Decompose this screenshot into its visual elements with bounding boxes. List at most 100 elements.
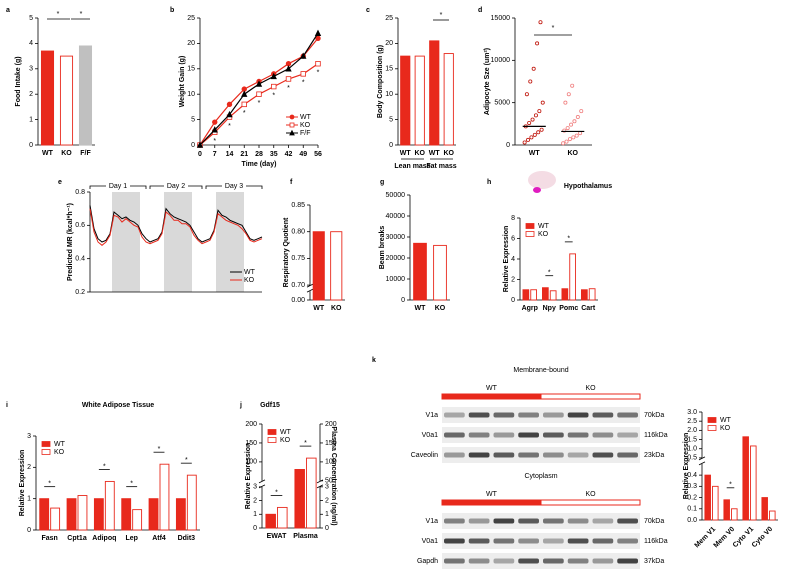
y-axis-label: Respiratory Quotient bbox=[283, 217, 290, 287]
legend-label: WT bbox=[280, 429, 292, 436]
bar bbox=[413, 242, 427, 301]
sig-star: * bbox=[213, 138, 216, 145]
blot-strip bbox=[442, 407, 640, 423]
y-tick-label: 150 bbox=[245, 440, 257, 447]
y-tick-label: 15000 bbox=[491, 15, 511, 22]
marker bbox=[314, 29, 322, 36]
bar bbox=[50, 507, 61, 531]
blot-band bbox=[592, 518, 614, 524]
sig-star: * bbox=[567, 236, 570, 243]
x-tick-label: KO bbox=[331, 305, 342, 312]
hypothalamus-icon bbox=[533, 187, 541, 193]
bar bbox=[78, 45, 93, 146]
x-tick-label: WT bbox=[529, 150, 541, 157]
panel-letter: a bbox=[6, 7, 10, 14]
data-point bbox=[531, 66, 536, 71]
y-tick-label: 1 bbox=[325, 511, 329, 518]
x-tick-label: WT bbox=[313, 305, 325, 312]
data-point bbox=[562, 128, 567, 133]
y-axis-label: Body Composition (g) bbox=[377, 45, 384, 118]
marker bbox=[300, 52, 307, 59]
sig-star: * bbox=[317, 70, 320, 77]
data-point bbox=[528, 79, 533, 84]
blot-group: WT bbox=[486, 385, 498, 392]
blot-band bbox=[518, 452, 539, 458]
y-tick-label: 25 bbox=[187, 15, 195, 22]
axis-break bbox=[258, 479, 266, 484]
sig-star: * bbox=[130, 481, 133, 488]
group-label: Fat mass bbox=[426, 163, 456, 170]
bar bbox=[306, 457, 317, 529]
x-tick-label: 56 bbox=[314, 151, 322, 158]
y-tick-label: 0 bbox=[191, 142, 195, 149]
blot-band bbox=[543, 432, 564, 438]
panel-letter: e bbox=[58, 179, 62, 186]
y-tick-label: 0 bbox=[389, 142, 393, 149]
y-axis-label: Weight Gain (g) bbox=[179, 56, 186, 108]
y-tick-label: 0.70 bbox=[291, 282, 305, 289]
legend-label: KO bbox=[720, 425, 731, 432]
group-bar-wt bbox=[441, 499, 542, 506]
data-point bbox=[566, 92, 571, 97]
bar bbox=[294, 469, 305, 529]
legend-label: KO bbox=[300, 122, 311, 129]
y-tick-label: 0.5 bbox=[687, 455, 697, 462]
legend-label: KO bbox=[538, 231, 549, 238]
data-point bbox=[540, 100, 545, 105]
bar bbox=[121, 498, 132, 531]
blot-band bbox=[592, 558, 614, 564]
y-tick-label: 5 bbox=[389, 116, 393, 123]
y-tick-label: 40000 bbox=[386, 213, 406, 220]
bar bbox=[723, 499, 730, 521]
blot-band bbox=[567, 452, 589, 458]
blot-band bbox=[567, 538, 589, 544]
y-tick-label: 0.00 bbox=[291, 297, 305, 304]
blot-band bbox=[617, 558, 638, 564]
x-tick-label: KO bbox=[568, 150, 579, 157]
y-axis-label: Beam breaks bbox=[379, 226, 386, 270]
bar bbox=[769, 510, 776, 521]
x-tick-label: KO bbox=[444, 150, 455, 157]
blot-band bbox=[543, 538, 564, 544]
legend-label: WT bbox=[538, 223, 550, 230]
y-tick-label: 20000 bbox=[386, 255, 406, 262]
blot-size-label: 23kDa bbox=[644, 452, 664, 459]
y-axis-label: Predicted MR (kcal*h⁻¹) bbox=[67, 203, 74, 281]
legend-swatch bbox=[525, 223, 535, 229]
y-tick-label: 0.85 bbox=[291, 202, 305, 209]
marker bbox=[271, 83, 277, 90]
blot-strip bbox=[442, 513, 640, 529]
blot-band bbox=[617, 412, 638, 418]
y-tick-label: 2.0 bbox=[687, 427, 697, 434]
blot-band bbox=[617, 452, 638, 458]
y-tick-label: 2.5 bbox=[687, 418, 697, 425]
blot-band bbox=[493, 412, 515, 418]
marker bbox=[241, 90, 248, 97]
blot-band bbox=[518, 412, 539, 418]
panel-letter: d bbox=[478, 7, 482, 14]
legend-label: KO bbox=[244, 277, 255, 284]
blot-band bbox=[444, 538, 465, 544]
bar bbox=[159, 463, 170, 531]
blot-band bbox=[567, 412, 589, 418]
blot-band bbox=[592, 538, 614, 544]
blot-size-label: 70kDa bbox=[644, 518, 664, 525]
legend-label: WT bbox=[244, 269, 256, 276]
x-tick-label: Cpt1a bbox=[67, 535, 87, 542]
bar bbox=[186, 474, 197, 531]
marker bbox=[285, 76, 292, 82]
bar bbox=[549, 290, 557, 301]
blot-group: KO bbox=[585, 385, 596, 392]
axis-break bbox=[316, 479, 324, 484]
data-point bbox=[564, 139, 569, 144]
x-tick-label: Plasma bbox=[293, 533, 318, 540]
sig-star: * bbox=[103, 463, 106, 470]
blot-band bbox=[567, 518, 589, 524]
bar bbox=[429, 40, 440, 146]
blot-band bbox=[543, 412, 564, 418]
blot-band bbox=[444, 558, 465, 564]
legend-label: WT bbox=[54, 441, 66, 448]
bar bbox=[542, 287, 549, 301]
x-tick-label: WT bbox=[400, 150, 412, 157]
